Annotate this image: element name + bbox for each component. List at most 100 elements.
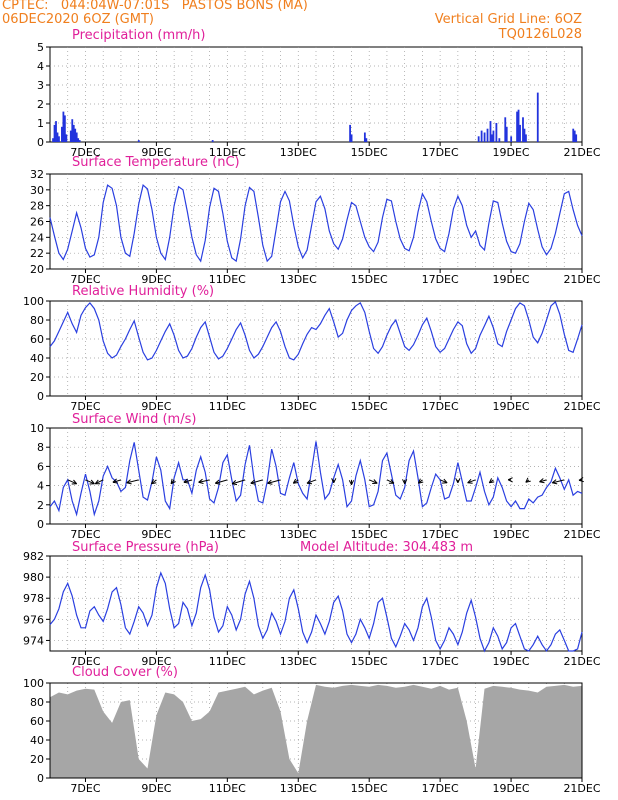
press-xtick-label: 7DEC (70, 655, 100, 668)
wind-xtick-label: 15DEC (351, 528, 388, 541)
wind-arrow-head (331, 478, 337, 484)
wind-arrow-head (388, 479, 395, 484)
temp-xtick-label: 7DEC (70, 273, 100, 286)
precip-bar (53, 124, 56, 142)
wind-arrow-head (89, 479, 95, 485)
temp-ytick-label: 32 (30, 168, 44, 181)
wind-xtick-label: 9DEC (141, 528, 171, 541)
wind-arrow-head (467, 478, 473, 484)
rh-xtick-label: 13DEC (280, 400, 317, 413)
wind-xtick-label: 7DEC (70, 528, 100, 541)
cloud-ytick-label: 100 (23, 677, 44, 690)
precip-ytick-label: 2 (37, 98, 44, 111)
press-ytick-label: 978 (23, 592, 44, 605)
wind-arrow-head (267, 479, 273, 485)
wind-arrow-head (442, 478, 448, 484)
rh-xtick-label: 19DEC (493, 400, 530, 413)
press-xtick-label: 11DEC (209, 655, 246, 668)
wind-arrow-shaft (67, 479, 77, 485)
rh-xtick-label: 17DEC (422, 400, 459, 413)
wind-arrow-head (198, 478, 204, 484)
rh-xtick-label: 21DEC (563, 400, 600, 413)
temp-xtick-label: 13DEC (280, 273, 317, 286)
wind-arrow-head (292, 478, 299, 484)
precip-bar (519, 124, 521, 142)
cloud-ytick-label: 20 (30, 753, 44, 766)
wind-arrow-head (507, 477, 513, 483)
temp-xtick-label: 19DEC (493, 273, 530, 286)
precip-bar (72, 124, 75, 142)
rh-ytick-label: 80 (30, 314, 44, 327)
precip-bar (486, 128, 489, 142)
wind-arrow-shaft (94, 479, 104, 485)
precip-bar (536, 92, 539, 142)
cloud-ytick-label: 0 (37, 772, 44, 785)
vertical-grid-note: Vertical Grid Line: 6OZ (434, 12, 582, 27)
temp-xtick-label: 15DEC (351, 273, 388, 286)
precip-bar (572, 128, 575, 142)
precip-bar (480, 130, 483, 142)
wind-arrow-shaft (126, 479, 139, 484)
precip-bar (77, 138, 80, 142)
press-xtick-label: 19DEC (493, 655, 530, 668)
wind-title: Surface Wind (m/s) (72, 412, 197, 427)
precip-bar (491, 134, 493, 142)
press-ytick-label: 976 (23, 613, 44, 626)
precip-bar (74, 128, 77, 142)
wind-arrow-shaft (306, 479, 317, 484)
press-xtick-label: 17DEC (422, 655, 459, 668)
wind-xtick-label: 13DEC (280, 528, 317, 541)
temp-series-line (49, 183, 583, 263)
precip-bar (75, 132, 78, 142)
wind-ytick-label: 8 (37, 441, 44, 454)
press-ytick-label: 974 (23, 634, 44, 647)
precip-ytick-label: 1 (37, 117, 44, 130)
precip-bar (363, 132, 366, 142)
wind-arrow-head (126, 479, 132, 485)
temp-xtick-label: 11DEC (209, 273, 246, 286)
press-xtick-label: 9DEC (141, 655, 171, 668)
wind-xtick-label: 11DEC (209, 528, 246, 541)
wind-arrow-head (112, 478, 118, 484)
precip-bar (78, 140, 81, 142)
wind-arrow-shaft (439, 479, 448, 484)
press-ytick-label: 982 (23, 550, 44, 563)
wind-arrow-head (183, 478, 189, 484)
precip-xtick-label: 9DEC (141, 146, 171, 159)
precip-xtick-label: 17DEC (422, 146, 459, 159)
cloud-xtick-label: 11DEC (209, 782, 246, 795)
temp-xtick-label: 21DEC (563, 273, 600, 286)
wind-arrow-head (402, 479, 408, 485)
cloud-xtick-label: 21DEC (563, 782, 600, 795)
wind-arrow-shaft (250, 479, 263, 484)
temp-xtick-label: 17DEC (422, 273, 459, 286)
precip-bar (349, 124, 351, 142)
rh-xtick-label: 11DEC (209, 400, 246, 413)
wind-ytick-label: 4 (37, 480, 44, 493)
temperature-title: Surface Temperature (nC) (72, 155, 240, 170)
rh-xtick-label: 15DEC (351, 400, 388, 413)
precip-bar (516, 111, 518, 142)
precip-bar (505, 126, 508, 142)
cloud-xtick-label: 19DEC (493, 782, 530, 795)
temp-ytick-label: 28 (30, 200, 44, 213)
press-series-line (49, 571, 583, 653)
precipitation-title: Precipitation (mm/h) (72, 28, 206, 43)
wind-arrow-shaft (198, 479, 210, 483)
run-datetime: 06DEC2020 6OZ (GMT) (2, 12, 154, 27)
wind-arrow-head (170, 478, 176, 485)
wind-arrow-head (348, 480, 355, 486)
wind-arrow-shaft (85, 479, 95, 485)
precip-bar (525, 134, 527, 142)
wind-arrow-head (71, 479, 78, 485)
precip-bar (350, 134, 353, 142)
precip-xtick-label: 11DEC (209, 146, 246, 159)
cloud-ytick-label: 60 (30, 715, 44, 728)
precip-xtick-label: 19DEC (493, 146, 530, 159)
press-xtick-label: 21DEC (563, 655, 600, 668)
wind-arrow-head (250, 479, 256, 485)
precip-bar (483, 132, 486, 142)
precip-ytick-label: 3 (37, 79, 44, 92)
humidity-title: Relative Humidity (%) (72, 284, 215, 299)
